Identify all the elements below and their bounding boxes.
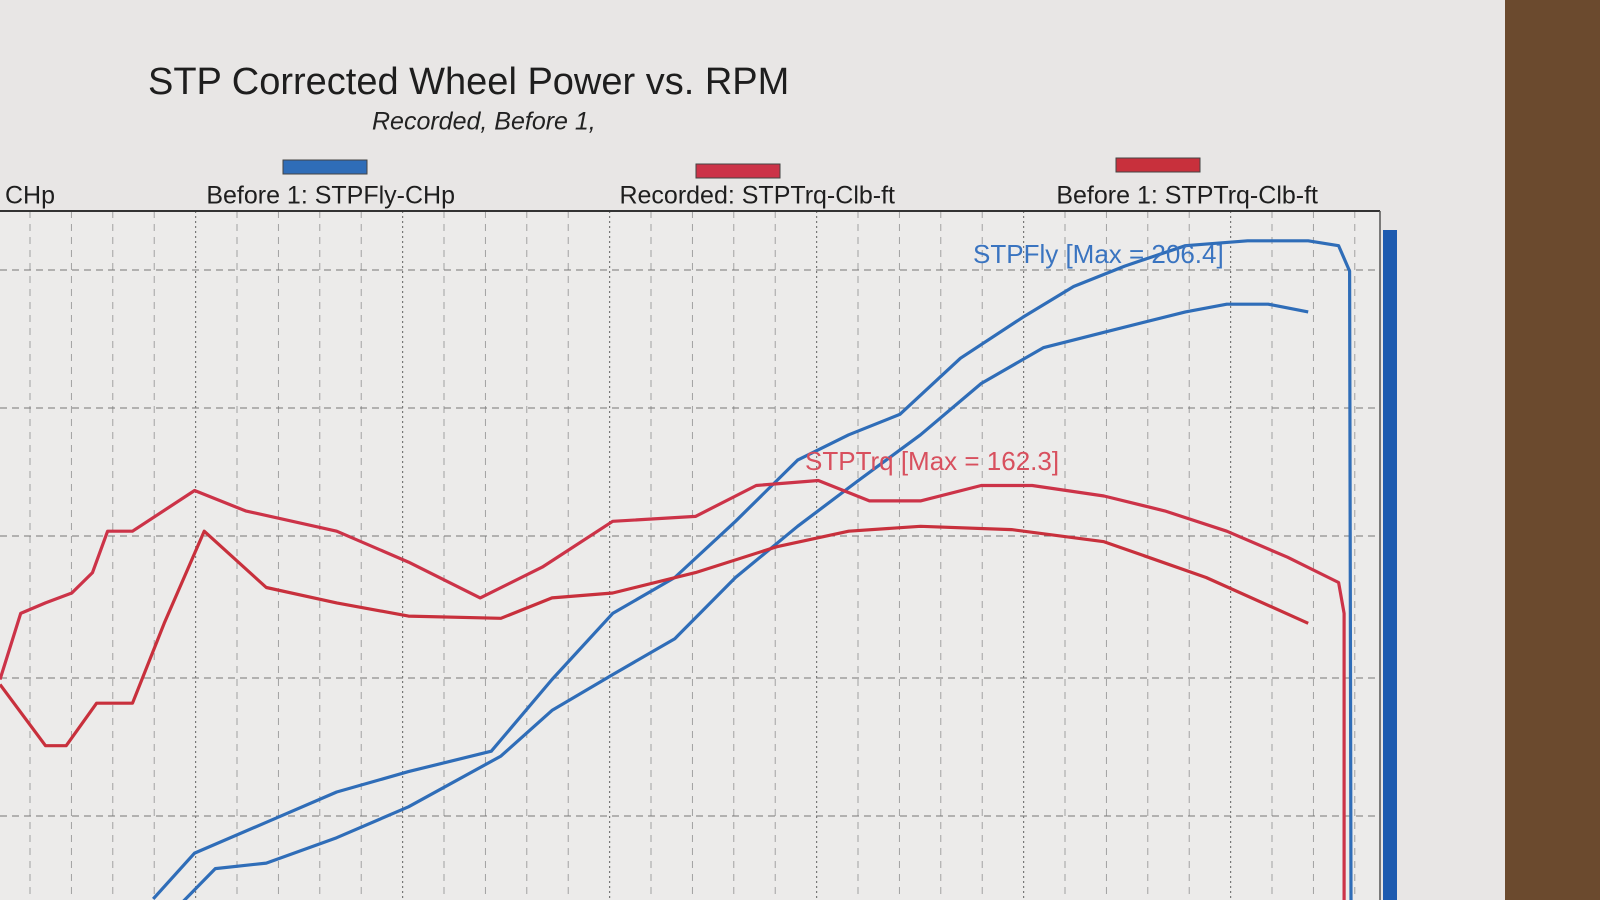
legend-label: CHp <box>5 182 55 210</box>
series-line <box>182 302 1309 900</box>
legend-swatch <box>1115 157 1201 173</box>
legend-swatch <box>695 163 781 179</box>
chart-subtitle: Recorded, Before 1, <box>372 108 596 136</box>
series-line <box>152 239 1353 900</box>
legend-label: Before 1: STPFly-CHp <box>206 182 455 210</box>
side-bar <box>1383 230 1397 900</box>
legend-label: Before 1: STPTrq-Clb-ft <box>1056 182 1318 210</box>
legend: CHp Before 1: STPFly-CHp Recorded: STPTrq-… <box>5 157 1318 210</box>
series-line <box>0 524 1309 748</box>
annotation: STPFly [Max = 206.4] <box>973 239 1224 269</box>
legend-label: Recorded: STPTrq-Clb-ft <box>619 182 895 210</box>
table-edge <box>1505 0 1600 900</box>
series-line <box>0 478 1346 900</box>
chart-title: STP Corrected Wheel Power vs. RPM <box>148 61 789 103</box>
lines <box>0 239 1353 900</box>
legend-swatch <box>282 159 368 175</box>
annotation: STPTrq [Max = 162.3] <box>805 446 1059 476</box>
